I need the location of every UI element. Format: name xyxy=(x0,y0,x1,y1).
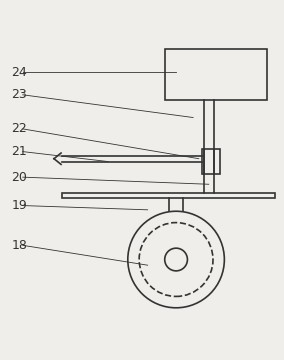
Bar xyxy=(202,149,220,174)
Text: 20: 20 xyxy=(11,171,27,184)
Bar xyxy=(165,49,267,100)
Text: 24: 24 xyxy=(11,66,27,78)
Text: 19: 19 xyxy=(11,199,27,212)
Text: 21: 21 xyxy=(11,145,27,158)
Text: 18: 18 xyxy=(11,239,27,252)
Bar xyxy=(62,193,275,198)
Text: 22: 22 xyxy=(11,122,27,135)
Text: 23: 23 xyxy=(11,88,27,101)
